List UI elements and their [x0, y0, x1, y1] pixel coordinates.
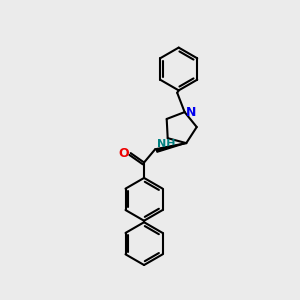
Polygon shape	[156, 143, 186, 152]
Text: NH: NH	[157, 139, 175, 149]
Text: N: N	[185, 106, 196, 118]
Text: O: O	[118, 147, 129, 160]
